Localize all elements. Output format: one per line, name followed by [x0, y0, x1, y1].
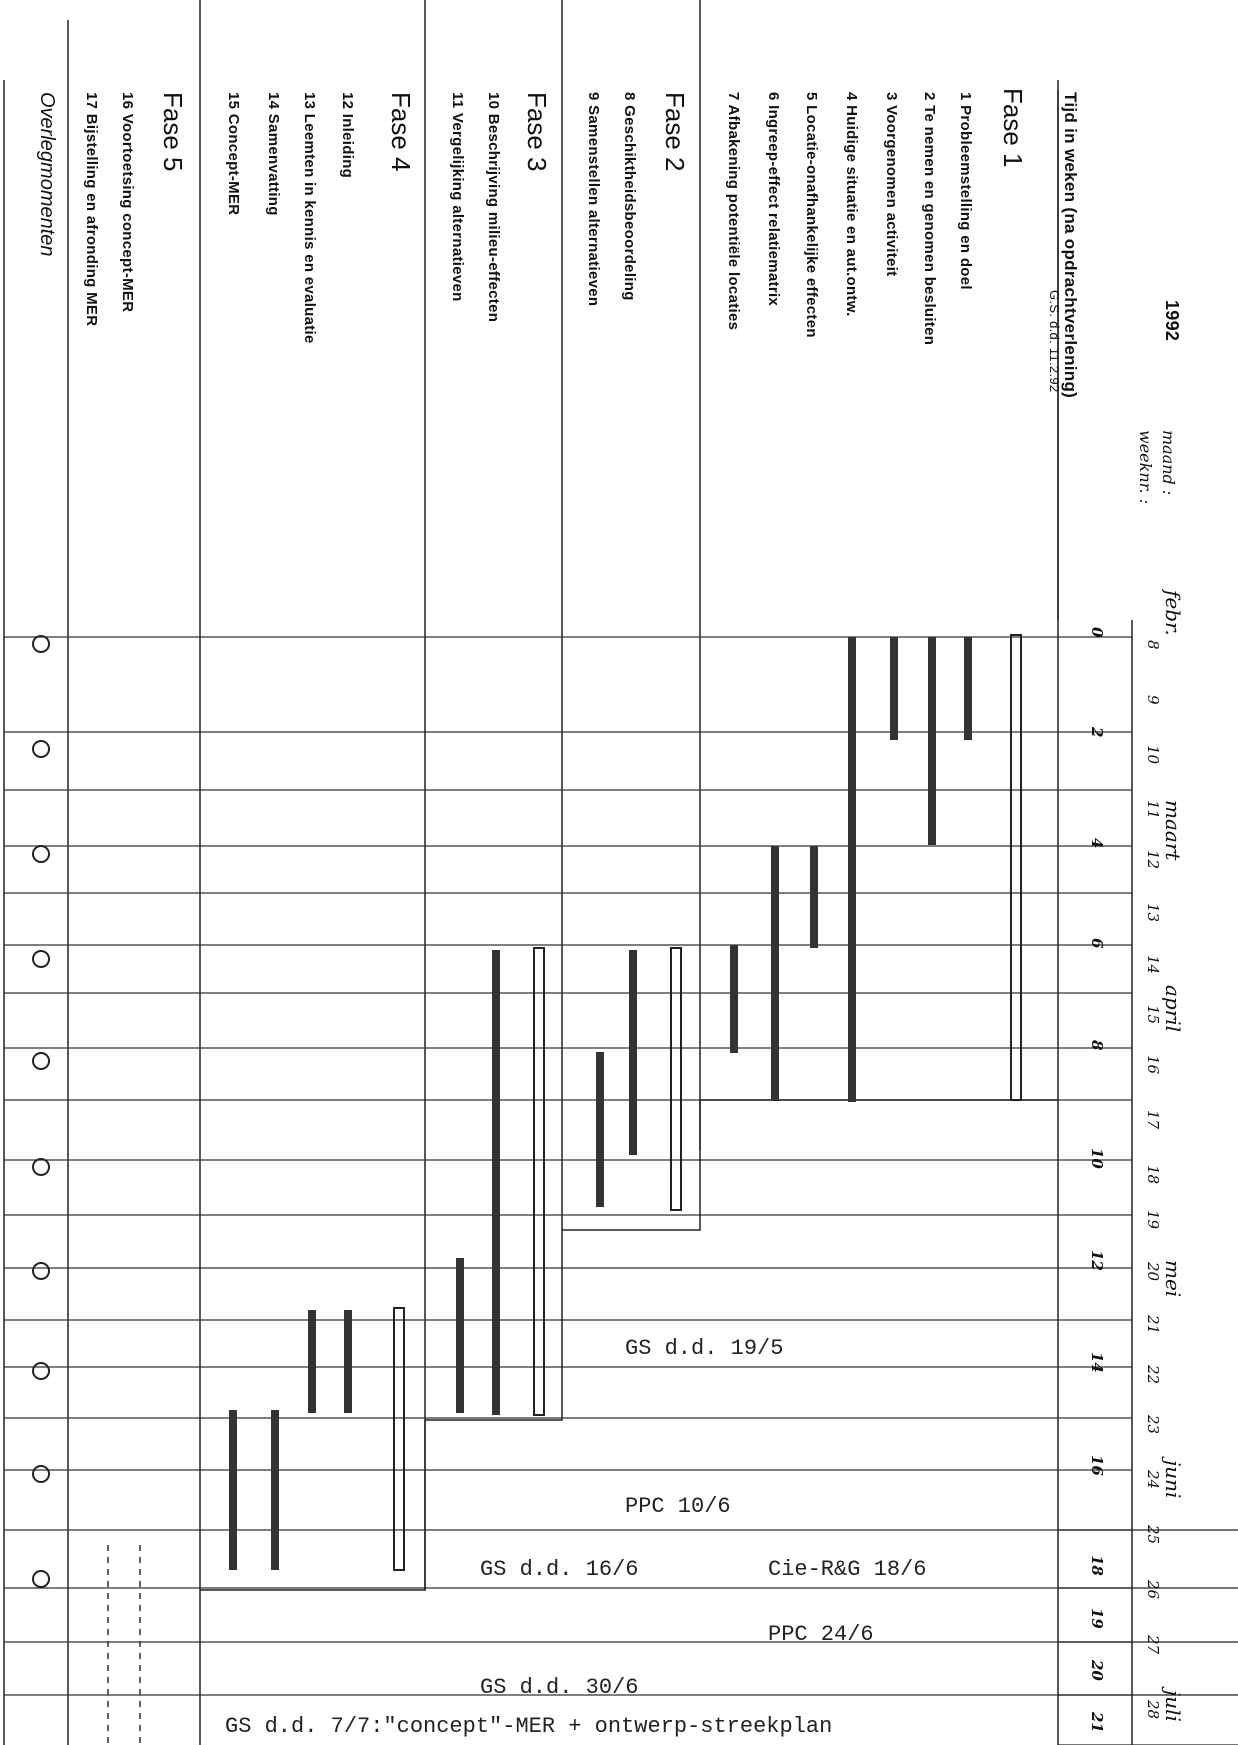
task-9: 9 Samenstellen alternatieven	[585, 92, 602, 307]
time-tick: 6	[1088, 938, 1106, 949]
fase-3-title: Fase 3	[522, 92, 552, 172]
overleg-circle	[32, 635, 50, 653]
month-apr: april	[1161, 985, 1185, 1033]
overleg-circle	[32, 1362, 50, 1380]
week-num: 26	[1144, 1580, 1162, 1600]
overleg-circle	[32, 1570, 50, 1588]
task-3: 3 Voorgenomen activiteit	[883, 92, 900, 277]
task-13: 13 Leemten in kennis en evaluatie	[301, 92, 318, 344]
task-4: 4 Huidige situatie en aut.ontw.	[843, 92, 860, 317]
fase-2-title: Fase 2	[660, 92, 690, 172]
meeting-cie-18-6: Cie-R&G 18/6	[768, 1557, 927, 1582]
fase-5-title: Fase 5	[158, 92, 188, 172]
task-17: 17 Bijstelling en afronding MER	[83, 92, 100, 327]
fase-1-title: Fase 1	[998, 88, 1028, 168]
week-num: 9	[1144, 695, 1162, 705]
overleg-circle	[32, 740, 50, 758]
time-tick: 4	[1088, 838, 1106, 849]
fase-4-title: Fase 4	[386, 92, 416, 172]
meeting-ppc-10-6: PPC 10/6	[625, 1494, 731, 1519]
overleg-circle	[32, 1158, 50, 1176]
time-tick: 14	[1088, 1352, 1106, 1373]
time-tick: 8	[1088, 1040, 1106, 1051]
overleg-label: Overlegmomenten	[36, 92, 58, 257]
time-tick: 0	[1088, 627, 1106, 638]
month-jul: juli	[1161, 1690, 1185, 1722]
overleg-circle	[32, 1262, 50, 1280]
week-label: weeknr. :	[1136, 430, 1155, 505]
task-14: 14 Samenvatting	[265, 92, 282, 216]
week-num: 12	[1144, 850, 1162, 870]
task-1: 1 Probleemstelling en doel	[957, 92, 974, 290]
week-num: 20	[1144, 1262, 1162, 1282]
week-num: 24	[1144, 1470, 1162, 1490]
month-feb: febr.	[1161, 590, 1185, 636]
week-num: 23	[1144, 1415, 1162, 1435]
overleg-circle	[32, 950, 50, 968]
time-tick: 20	[1088, 1660, 1106, 1681]
month-mrt: maart	[1161, 800, 1185, 861]
time-tick: 12	[1088, 1250, 1106, 1271]
week-num: 27	[1144, 1635, 1162, 1655]
time-tick: 10	[1088, 1148, 1106, 1169]
week-num: 10	[1144, 745, 1162, 765]
meeting-gs-19-5: GS d.d. 19/5	[625, 1336, 784, 1361]
week-num: 17	[1144, 1110, 1162, 1130]
meeting-ppc-24-6: PPC 24/6	[768, 1622, 874, 1647]
time-tick: 21	[1088, 1712, 1106, 1733]
week-num: 21	[1144, 1315, 1162, 1335]
week-num: 22	[1144, 1365, 1162, 1385]
task-2: 2 Te nemen en genomen besluiten	[921, 92, 938, 346]
week-num: 8	[1144, 640, 1162, 650]
week-num: 16	[1144, 1055, 1162, 1075]
meeting-gs-30-6: GS d.d. 30/6	[480, 1675, 639, 1700]
week-num: 28	[1144, 1700, 1162, 1720]
week-num: 14	[1144, 955, 1162, 975]
task-11: 11 Vergelijking alternatieven	[449, 92, 466, 302]
gs-note: G.S. d.d. 11.2.92	[1047, 290, 1062, 393]
meeting-gs-7-7: GS d.d. 7/7:"concept"-MER + ontwerp-stre…	[225, 1714, 833, 1739]
overleg-circle	[32, 1052, 50, 1070]
overleg-circle	[32, 845, 50, 863]
task-10: 10 Beschrijving milieu-effecten	[485, 92, 502, 323]
task-6: 6 Ingreep-effect relatiematrix	[765, 92, 782, 307]
time-tick: 18	[1088, 1555, 1106, 1576]
meeting-gs-16-6: GS d.d. 16/6	[480, 1557, 639, 1582]
week-num: 18	[1144, 1165, 1162, 1185]
week-num: 11	[1144, 800, 1162, 820]
week-num: 19	[1144, 1210, 1162, 1230]
task-16: 16 Voortoetsing concept-MER	[119, 92, 136, 313]
month-label: maand :	[1159, 430, 1178, 496]
task-5: 5 Locatie-onafhankelijke effecten	[803, 92, 820, 338]
month-mei: mei	[1161, 1260, 1185, 1298]
time-tick: 2	[1088, 727, 1106, 738]
task-15: 15 Concept-MER	[225, 92, 242, 216]
year-label: 1992	[1162, 300, 1182, 342]
time-axis-label: Tijd in weken (na opdrachtverlening)	[1061, 92, 1080, 399]
time-tick: 16	[1088, 1455, 1106, 1476]
month-jun: juni	[1161, 1460, 1185, 1499]
time-tick: 19	[1088, 1608, 1106, 1629]
week-num: 15	[1144, 1005, 1162, 1025]
week-num: 25	[1144, 1525, 1162, 1545]
task-7: 7 Afbakening potentiële locaties	[725, 92, 742, 331]
overleg-circle	[32, 1465, 50, 1483]
task-12: 12 Inleiding	[339, 92, 356, 179]
week-num: 13	[1144, 903, 1162, 923]
task-8: 8 Geschiktheidsbeoordeling	[621, 92, 638, 301]
